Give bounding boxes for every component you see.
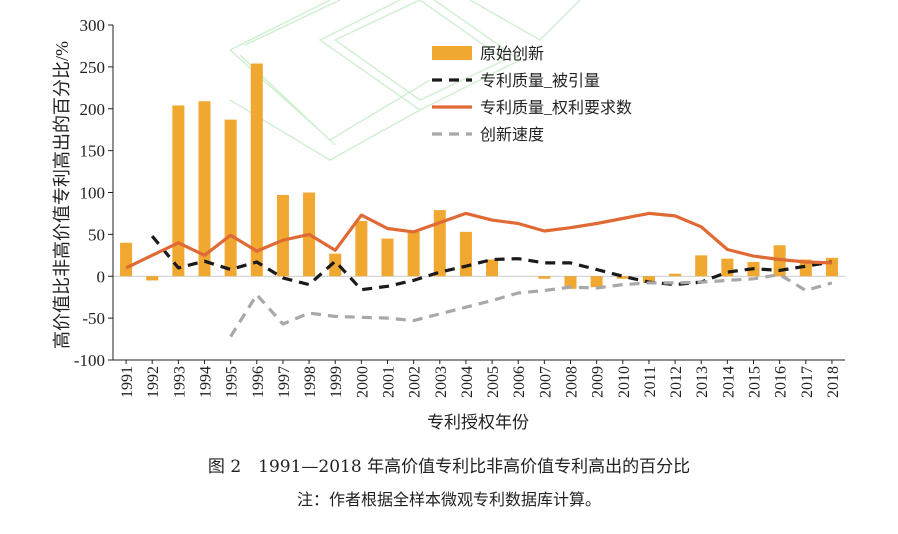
legend-label: 专利质量_权利要求数	[480, 99, 632, 117]
x-tick-label: 1995	[224, 366, 241, 398]
y-tick-label: 150	[80, 142, 106, 161]
x-tick-label: 1996	[250, 366, 267, 398]
x-tick-label: 2009	[590, 366, 607, 398]
y-tick-label: 250	[80, 58, 106, 77]
x-tick-label: 1999	[328, 366, 345, 398]
figure-caption: 图 2 1991—2018 年高价值专利比非高价值专利高出的百分比	[207, 457, 691, 477]
y-axis-ticks: -100 -50 0 50 100 150 200 250 300	[74, 16, 113, 370]
bar-series-original-innovation	[120, 63, 838, 289]
y-tick-label: 300	[80, 16, 106, 35]
bar	[590, 276, 603, 288]
bar	[198, 101, 211, 277]
line-series-group	[125, 211, 833, 338]
bar	[146, 276, 159, 281]
bar	[329, 253, 342, 277]
x-tick-label: 2006	[511, 366, 528, 398]
bar	[276, 195, 289, 277]
x-tick-label: 2007	[537, 366, 554, 398]
series-line	[229, 273, 833, 338]
x-tick-label: 2004	[459, 366, 476, 398]
x-tick-label: 2017	[799, 366, 816, 398]
bar	[433, 210, 446, 277]
x-tick-label: 2018	[825, 366, 842, 398]
legend-label: 创新速度	[480, 126, 544, 144]
x-tick-label: 2016	[773, 366, 790, 398]
y-tick-label: 50	[88, 225, 105, 244]
x-tick-label: 2012	[668, 366, 685, 398]
y-tick-label: -50	[82, 309, 105, 328]
legend-label: 专利质量_被引量	[480, 72, 600, 90]
x-tick-label: 2011	[642, 366, 659, 397]
bar	[459, 231, 472, 277]
bar	[616, 276, 629, 279]
x-tick-label: 1998	[302, 366, 319, 398]
bar	[407, 231, 420, 277]
x-tick-label: 2000	[354, 366, 371, 398]
bar	[721, 258, 734, 277]
bar	[381, 238, 394, 277]
bar	[224, 119, 237, 277]
bar	[172, 105, 185, 277]
x-tick-label: 2013	[694, 366, 711, 398]
y-tick-label: 100	[80, 184, 106, 203]
series-line	[150, 235, 833, 292]
x-tick-label: 1991	[119, 366, 136, 398]
bar	[538, 276, 551, 279]
series-line	[125, 211, 832, 270]
bar	[486, 259, 499, 277]
y-tick-label: 200	[80, 100, 106, 119]
bar	[564, 276, 577, 289]
y-tick-label: -100	[74, 351, 105, 370]
watermark-graphic	[229, 0, 581, 161]
x-tick-label: 2015	[747, 366, 764, 398]
y-tick-label: 0	[97, 267, 106, 286]
y-axis-label: 高价值比非高价值专利高出的百分比/%	[52, 41, 72, 349]
x-axis-ticks: 1991 1992 1993 1994 1995 1996 1997 1998 1999 2000…	[119, 360, 842, 398]
legend-label: 原始创新	[480, 45, 544, 63]
figure-note: 注：作者根据全样本微观专利数据库计算。	[296, 490, 601, 509]
bar	[669, 273, 682, 277]
x-tick-label: 2002	[407, 366, 424, 398]
legend-swatch	[432, 46, 472, 60]
bar	[695, 255, 708, 277]
bar	[250, 63, 263, 277]
bar	[120, 242, 133, 277]
bar	[642, 276, 655, 283]
x-tick-label: 1993	[171, 366, 188, 398]
x-axis-label: 专利授权年份	[427, 413, 529, 432]
x-tick-label: 1992	[145, 366, 162, 398]
x-tick-label: 2005	[485, 366, 502, 398]
x-tick-label: 2003	[433, 366, 450, 398]
x-tick-label: 1994	[198, 366, 215, 398]
x-tick-label: 2001	[381, 366, 398, 398]
bar	[825, 257, 838, 277]
x-tick-label: 2014	[720, 366, 737, 398]
bar	[355, 220, 368, 277]
x-tick-label: 2010	[616, 366, 633, 398]
x-tick-label: 2008	[564, 366, 581, 398]
x-tick-label: 1997	[276, 366, 293, 398]
axes	[112, 25, 845, 361]
